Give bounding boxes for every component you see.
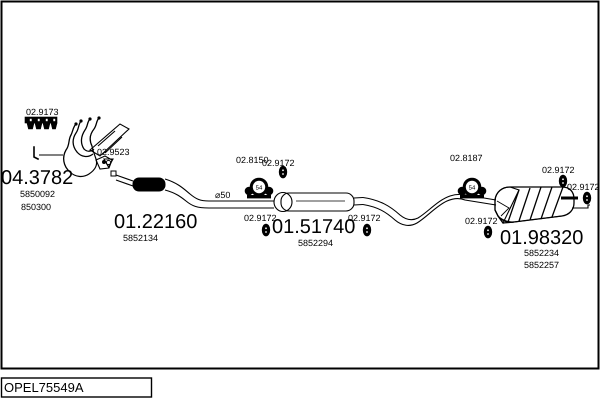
svg-text:5852134: 5852134 [123,233,158,243]
svg-text:02.9172: 02.9172 [244,213,277,223]
svg-text:02.9172: 02.9172 [348,213,381,223]
svg-text:5852257: 5852257 [524,260,559,270]
svg-text:02.8187: 02.8187 [450,153,483,163]
svg-text:5852234: 5852234 [524,248,559,258]
svg-text:02.9172: 02.9172 [542,165,575,175]
svg-text:5850092: 5850092 [20,189,55,199]
svg-text:01.98320: 01.98320 [500,227,583,249]
svg-text:850300: 850300 [21,202,51,212]
svg-text:02.9173: 02.9173 [26,107,59,117]
svg-text:02.9172: 02.9172 [567,182,600,192]
svg-text:02.8150: 02.8150 [236,155,269,165]
svg-text:01.51740: 01.51740 [272,216,355,238]
svg-text:02.9523: 02.9523 [97,147,130,157]
svg-text:04.3782: 04.3782 [1,167,73,189]
svg-text:01.22160: 01.22160 [114,211,197,233]
svg-text:02.9172: 02.9172 [465,216,498,226]
svg-text:5852294: 5852294 [298,238,333,248]
svg-text:⌀50: ⌀50 [215,190,230,200]
